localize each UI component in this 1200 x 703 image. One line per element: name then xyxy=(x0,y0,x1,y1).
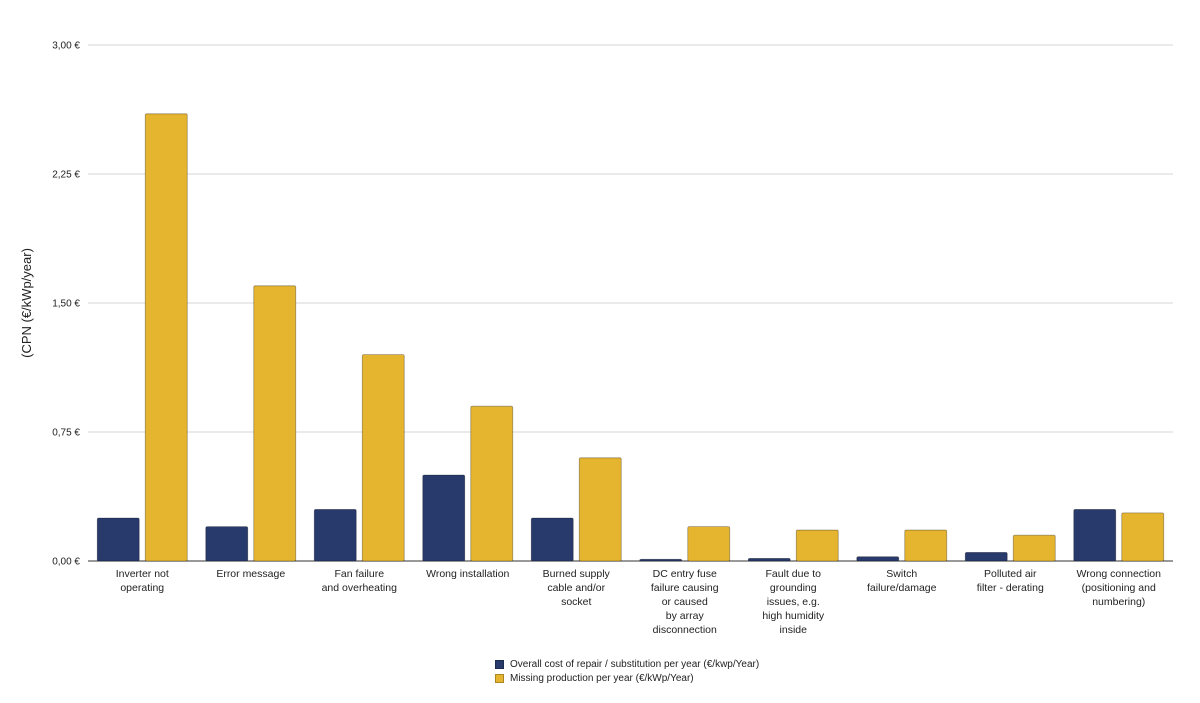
y-axis-label: (CPN (€/kWp/year) xyxy=(19,248,34,358)
bar-missing-production xyxy=(687,526,731,562)
bar-repair-cost xyxy=(205,526,249,562)
bar-repair-cost xyxy=(639,558,683,562)
x-tick-label: Wrong installation xyxy=(426,568,509,580)
legend-label-missing-production: Missing production per year (€/kWp/Year) xyxy=(510,672,694,684)
x-tick-label: Wrong connection (positioning and numberin… xyxy=(1077,568,1162,608)
bars xyxy=(96,113,1165,562)
gridlines xyxy=(88,44,1173,562)
bar-missing-production xyxy=(1121,512,1165,562)
y-tick-label: 3,00 € xyxy=(52,41,80,52)
y-tick-label: 0,00 € xyxy=(52,557,80,568)
bar-missing-production xyxy=(144,113,188,562)
bar-repair-cost xyxy=(422,474,466,562)
bar-repair-cost xyxy=(747,558,791,562)
x-tick-label: Fan failure and overheating xyxy=(322,568,397,594)
x-tick-label: Burned supply cable and/or socket xyxy=(543,568,611,608)
x-tick-label: Switch failure/damage xyxy=(867,568,937,594)
y-tick-label: 1,50 € xyxy=(52,299,80,310)
legend-item-repair-cost: Overall cost of repair / substitution pe… xyxy=(495,657,759,671)
bar-missing-production xyxy=(1012,534,1056,562)
legend-swatch-repair-cost xyxy=(495,659,504,669)
bar-repair-cost xyxy=(530,517,574,562)
y-tick-label: 2,25 € xyxy=(52,170,80,181)
bar-missing-production xyxy=(578,457,622,562)
bar-repair-cost xyxy=(1073,508,1117,562)
bar-repair-cost xyxy=(313,508,357,562)
y-tick-label: 0,75 € xyxy=(52,428,80,439)
x-tick-label: DC entry fuse failure causing or caused by … xyxy=(651,568,719,636)
x-tick-label: Error message xyxy=(216,568,285,580)
bar-missing-production xyxy=(253,285,297,562)
legend: Overall cost of repair / substitution pe… xyxy=(495,657,759,685)
bar-chart: 0,00 € 0,75 € 1,50 € 2,25 € 3,00 € Inverter … xyxy=(19,41,1173,636)
legend-item-missing-production: Missing production per year (€/kWp/Year) xyxy=(495,671,759,685)
x-tick-label: Polluted air filter - derating xyxy=(977,568,1044,594)
bar-missing-production xyxy=(904,529,948,562)
bar-repair-cost xyxy=(856,556,900,562)
bar-missing-production xyxy=(795,529,839,562)
bar-repair-cost xyxy=(96,517,140,562)
x-tick-labels: Inverter not operating Error message Fan fa… xyxy=(116,568,1161,636)
x-tick-label: Fault due to grounding issues, e.g. high hu… xyxy=(762,568,825,636)
x-tick-label: Inverter not operating xyxy=(116,568,169,594)
legend-label-repair-cost: Overall cost of repair / substitution pe… xyxy=(510,658,760,670)
y-tick-labels: 0,00 € 0,75 € 1,50 € 2,25 € 3,00 € xyxy=(52,41,80,568)
legend-swatch-missing-production xyxy=(495,673,504,683)
bar-repair-cost xyxy=(964,552,1008,562)
bar-missing-production xyxy=(361,354,405,562)
bar-missing-production xyxy=(470,405,514,562)
